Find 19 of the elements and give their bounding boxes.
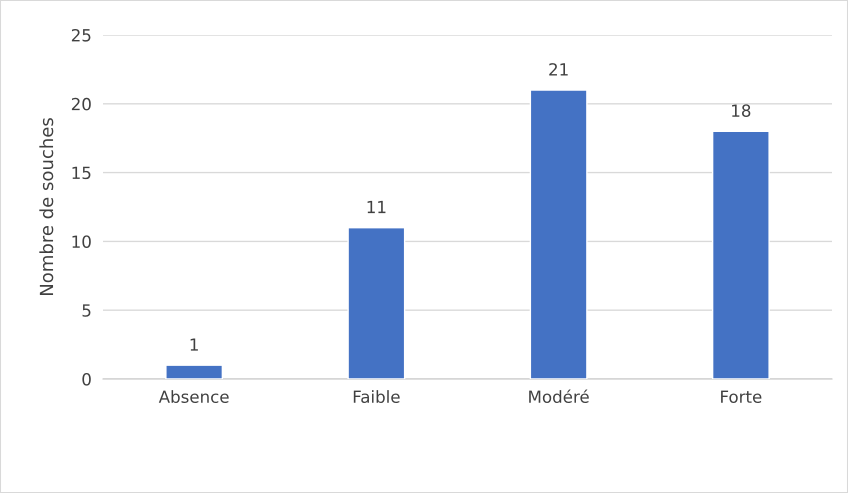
x-tick-label: Absence: [158, 390, 229, 404]
y-axis-title: Nombre de souches: [39, 118, 54, 296]
data-label: 18: [732, 104, 750, 117]
x-tick-label: Faible: [354, 390, 400, 404]
x-tick-label: Modéré: [529, 389, 589, 404]
data-label: 21: [549, 63, 568, 76]
bar: [347, 226, 406, 379]
bar: [712, 130, 770, 379]
bar: [530, 89, 588, 379]
y-tick-label: 25: [72, 28, 90, 42]
x-tick-label: Forte: [721, 390, 762, 404]
y-tick-label: 15: [72, 166, 90, 180]
y-tick-label: 10: [72, 235, 91, 248]
data-label: 1: [190, 338, 198, 351]
y-tick-label: 20: [72, 98, 91, 110]
bar: [165, 364, 224, 379]
y-tick-label: 0: [82, 372, 91, 386]
y-tick-label: 5: [82, 304, 90, 317]
data-label: 11: [368, 200, 386, 214]
